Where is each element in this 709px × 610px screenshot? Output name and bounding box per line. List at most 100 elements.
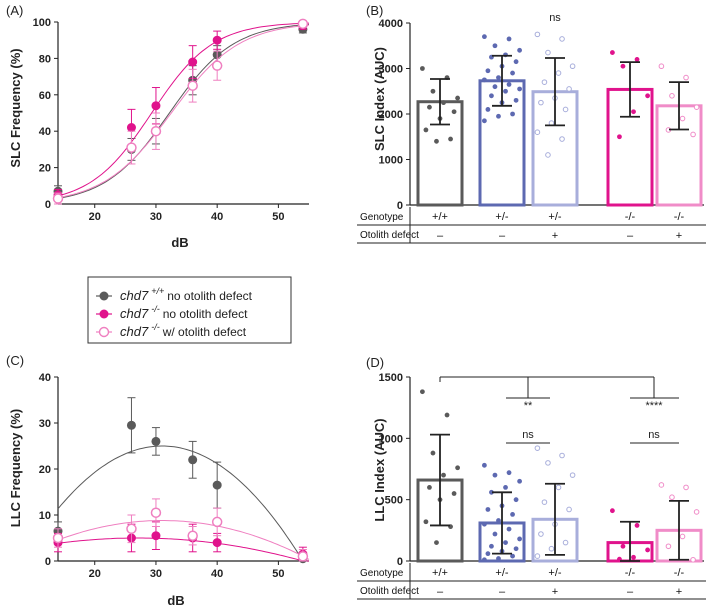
data-point bbox=[658, 63, 665, 70]
data-point bbox=[430, 450, 436, 456]
otolith-defect-label: – bbox=[437, 586, 444, 598]
data-point bbox=[513, 497, 519, 503]
data-point bbox=[441, 472, 446, 478]
data-point bbox=[693, 509, 700, 515]
data-point bbox=[669, 494, 675, 501]
data-point bbox=[538, 531, 544, 537]
data-point bbox=[690, 131, 696, 138]
data-point bbox=[545, 49, 551, 56]
data-point bbox=[510, 511, 515, 517]
data-point bbox=[690, 556, 696, 563]
data-point bbox=[451, 491, 457, 496]
x-tick-label: 20 bbox=[89, 211, 101, 223]
row-label-otolith-defect: Otolith defect bbox=[360, 230, 419, 241]
data-point bbox=[506, 36, 512, 42]
otolith-defect-label: + bbox=[552, 230, 558, 242]
genotype-label: +/+ bbox=[432, 211, 448, 223]
data-point bbox=[645, 547, 650, 553]
data-point-hom_def bbox=[150, 125, 162, 137]
data-point bbox=[559, 136, 565, 142]
data-point bbox=[485, 551, 491, 557]
data-point bbox=[434, 540, 439, 545]
data-point bbox=[448, 136, 453, 142]
data-point bbox=[492, 84, 498, 90]
legend-marker-wt bbox=[99, 291, 109, 301]
data-point-hom_def bbox=[52, 193, 64, 204]
data-point bbox=[496, 518, 501, 523]
data-point bbox=[451, 109, 457, 115]
data-point bbox=[541, 79, 548, 85]
y-tick-label: 0 bbox=[397, 200, 403, 212]
genotype-label: +/- bbox=[548, 211, 561, 223]
data-point-hom_def bbox=[52, 532, 64, 544]
data-point bbox=[503, 540, 508, 545]
data-point bbox=[517, 47, 522, 53]
data-point bbox=[645, 93, 650, 99]
data-point bbox=[496, 556, 501, 561]
y-tick-label: 1500 bbox=[379, 372, 403, 384]
data-point bbox=[620, 63, 626, 69]
data-point bbox=[510, 553, 515, 559]
panel-label-d: (D) bbox=[366, 355, 384, 370]
data-point-hom_def bbox=[187, 530, 198, 541]
data-point bbox=[496, 113, 501, 119]
genotype-label: +/- bbox=[495, 211, 508, 223]
chart-b-ylabel: SLC Index (AUC) bbox=[372, 47, 387, 151]
data-point bbox=[679, 533, 686, 540]
data-point bbox=[534, 445, 541, 451]
data-point bbox=[489, 489, 494, 495]
otolith-defect-label: + bbox=[552, 586, 558, 598]
otolith-defect-label: – bbox=[437, 230, 444, 242]
y-tick-label: 100 bbox=[33, 17, 51, 29]
data-point bbox=[555, 484, 562, 491]
data-point bbox=[541, 499, 548, 505]
data-point-wt bbox=[126, 420, 136, 430]
otolith-defect-label: + bbox=[676, 586, 682, 598]
data-point bbox=[610, 508, 615, 514]
data-point bbox=[617, 134, 622, 140]
data-point bbox=[441, 100, 446, 106]
y-tick-label: 30 bbox=[39, 418, 51, 430]
data-point bbox=[517, 536, 522, 542]
x-tick-label: 30 bbox=[150, 211, 162, 223]
legend: chd7 +/+ no otolith defect chd7 -/- no otoli… bbox=[87, 276, 292, 344]
y-tick-label: 500 bbox=[385, 495, 403, 507]
data-point bbox=[482, 462, 487, 468]
data-point bbox=[693, 104, 700, 110]
data-point bbox=[562, 539, 569, 546]
y-tick-label: 40 bbox=[39, 126, 51, 138]
y-tick-label: 3000 bbox=[379, 64, 403, 76]
data-point bbox=[510, 70, 515, 76]
fit-curve-hom_no bbox=[57, 22, 310, 197]
data-point-hom_no bbox=[151, 531, 161, 541]
data-point bbox=[420, 389, 425, 395]
data-point bbox=[517, 478, 522, 484]
panel-label-b: (B) bbox=[366, 3, 383, 18]
data-point bbox=[492, 531, 498, 537]
x-tick-label: 40 bbox=[211, 568, 223, 580]
x-tick-label: 40 bbox=[211, 211, 223, 223]
data-point bbox=[423, 519, 429, 525]
chart-c: 0 10 20 30 40 20 30 40 50 bbox=[39, 372, 310, 580]
legend-marker-hom bbox=[99, 309, 109, 319]
y-tick-label: 80 bbox=[39, 53, 51, 65]
data-point bbox=[545, 460, 551, 466]
significance-ns: ns bbox=[648, 429, 660, 441]
genotype-label: -/- bbox=[674, 211, 685, 223]
data-point bbox=[569, 63, 576, 70]
data-point-wt bbox=[151, 436, 161, 446]
data-point bbox=[538, 99, 544, 106]
y-tick-label: 20 bbox=[39, 163, 51, 175]
data-point bbox=[492, 472, 498, 478]
significance-ns: ns bbox=[549, 12, 561, 24]
otolith-defect-label: – bbox=[627, 230, 634, 242]
genotype-label: +/- bbox=[548, 567, 561, 579]
data-point bbox=[489, 543, 494, 549]
row-label-genotype: Genotype bbox=[360, 568, 404, 579]
data-point-hom_no bbox=[212, 538, 222, 548]
data-point bbox=[566, 86, 572, 92]
data-point bbox=[631, 109, 636, 115]
y-tick-label: 1000 bbox=[379, 433, 403, 445]
y-tick-label: 1000 bbox=[379, 155, 403, 167]
